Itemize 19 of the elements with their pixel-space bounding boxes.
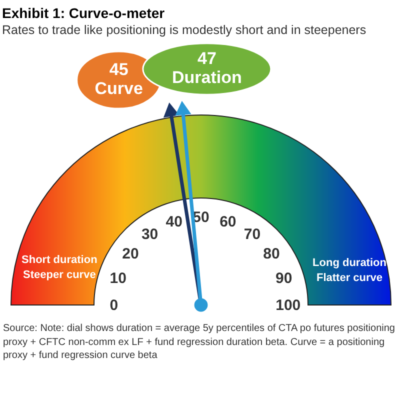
text: Short duration Steeper curve xyxy=(22,254,98,281)
text: 60 xyxy=(220,213,236,230)
text: 70 xyxy=(244,226,261,243)
series-label: Curve xyxy=(94,79,143,98)
text: 10 xyxy=(110,270,126,287)
text: 90 xyxy=(276,270,292,287)
text: 100 xyxy=(276,297,301,314)
text: Long duration Flatter curve xyxy=(312,257,387,284)
text: 40 xyxy=(166,213,182,230)
source-note: Source: Note: dial shows duration = average 5y percentiles of CTA po futures positioning proxy + CFTC non-comm ex LF + fund regression duration beta. Curve = a positioning proxy + fund regression curve beta xyxy=(2,322,396,363)
series-label: Duration xyxy=(172,68,242,87)
text: 20 xyxy=(122,245,139,262)
text: 0 xyxy=(110,297,118,314)
text: Exhibit 1: Curve-o-meter xyxy=(2,4,166,21)
text: Rates to trade like positioning is modestly short and in steepeners xyxy=(2,22,366,37)
data-label: 45 xyxy=(109,60,128,79)
text: 30 xyxy=(141,226,158,243)
data-label: 47 xyxy=(197,49,216,68)
text: 80 xyxy=(263,245,280,262)
